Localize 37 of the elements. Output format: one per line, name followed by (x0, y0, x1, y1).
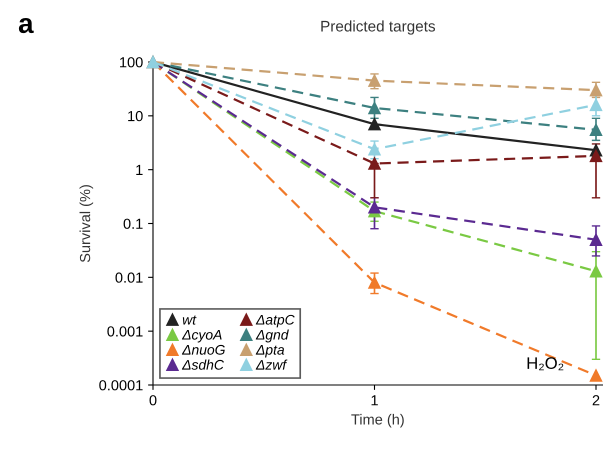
legend-label: Δpta (256, 345, 284, 358)
y-axis-title: Survival (%) (80, 185, 94, 262)
y-tick-label: 0.01 (115, 272, 143, 283)
legend-label: ΔatpC (256, 314, 295, 328)
point (590, 98, 602, 112)
point (590, 233, 602, 246)
point (590, 264, 602, 278)
point (590, 84, 602, 96)
x-tick-label: 0 (150, 395, 156, 406)
y-tick-label: 100 (120, 57, 143, 68)
point (590, 124, 602, 136)
point (368, 276, 381, 289)
legend-label: ΔnuoG (182, 344, 225, 355)
x-tick-label: 2 (592, 395, 600, 406)
legend-label: Δgnd (256, 329, 289, 342)
y-tick-label: 1 (136, 164, 143, 175)
x-tick-label: 1 (372, 395, 378, 406)
legend-label: Δzwf (256, 360, 288, 370)
point (368, 102, 381, 114)
point (590, 369, 602, 382)
point (368, 118, 381, 130)
y-tick-label: 10 (128, 110, 143, 122)
y-tick-label: 0.001 (107, 326, 143, 337)
legend-label: ΔcyoA (182, 330, 222, 342)
point (368, 157, 381, 170)
point (368, 201, 381, 214)
chart-title: Predicted targets (321, 20, 436, 35)
x-axis-title: Time (h) (351, 414, 404, 428)
y-tick-label: 0.1 (124, 218, 143, 229)
legend-label: wt (182, 316, 197, 325)
point (368, 142, 381, 156)
point (368, 74, 381, 87)
legend-label: ΔsdhC (182, 360, 224, 370)
text: a (18, 18, 34, 34)
y-tick-label: 0.0001 (99, 380, 143, 390)
annotation: H₂O₂ (528, 357, 564, 370)
point (590, 150, 602, 162)
